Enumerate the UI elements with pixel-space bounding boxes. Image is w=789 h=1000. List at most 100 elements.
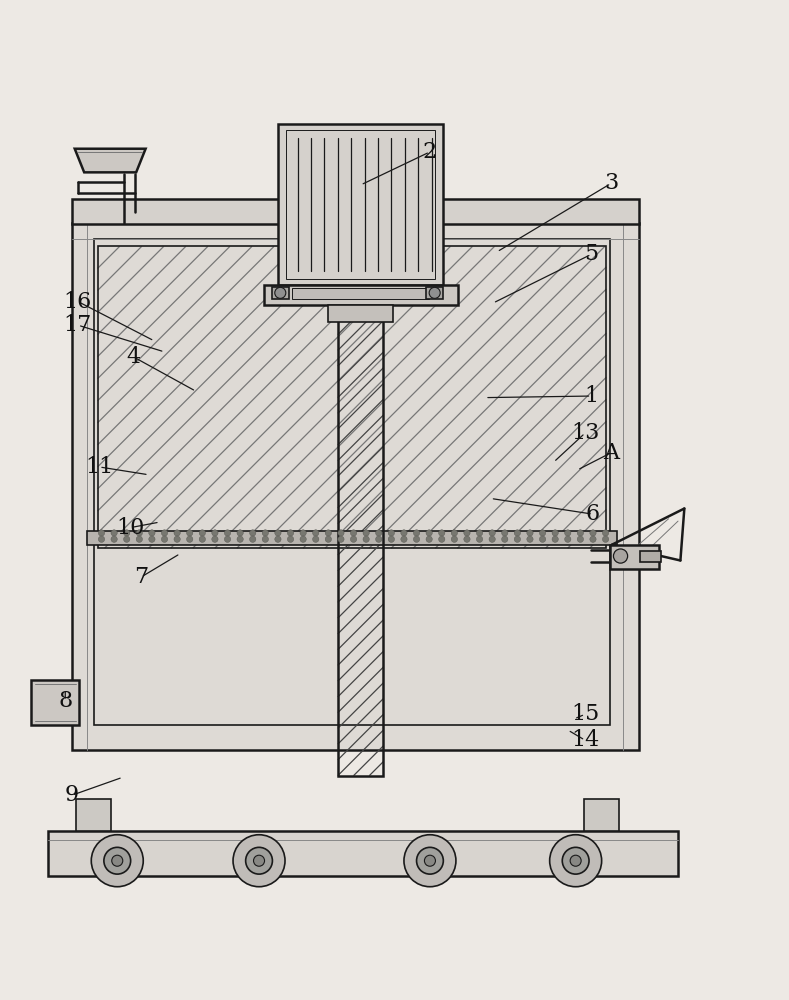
Bar [278,124,443,285]
Circle shape [338,530,344,536]
Bar [76,799,111,831]
Text: 5: 5 [585,243,599,265]
Circle shape [275,530,281,536]
Circle shape [550,835,602,887]
Circle shape [249,536,256,542]
Bar [98,246,607,548]
Circle shape [477,530,483,536]
Text: 3: 3 [604,172,619,194]
Text: 6: 6 [586,503,600,525]
Bar [88,531,617,545]
Circle shape [578,536,584,542]
Circle shape [312,536,319,542]
Circle shape [224,536,230,542]
Circle shape [136,536,143,542]
Circle shape [287,536,294,542]
Bar [271,287,289,299]
Circle shape [502,536,508,542]
Circle shape [603,536,609,542]
Bar [286,130,436,279]
Text: 10: 10 [117,517,145,539]
Text: 16: 16 [64,291,92,313]
Circle shape [502,530,508,536]
Text: 8: 8 [58,690,73,712]
Bar [31,680,80,725]
Text: 11: 11 [85,456,114,478]
Circle shape [262,536,268,542]
Circle shape [162,530,168,536]
Circle shape [439,536,445,542]
Circle shape [363,536,369,542]
Circle shape [426,530,432,536]
Circle shape [514,530,521,536]
Bar [48,831,678,876]
Circle shape [300,536,306,542]
Bar [611,545,659,569]
Bar [338,209,383,776]
Circle shape [186,530,193,536]
Text: A: A [603,442,619,464]
Circle shape [149,530,155,536]
Text: 14: 14 [571,729,599,751]
Text: 1: 1 [585,385,599,407]
Circle shape [237,530,243,536]
Circle shape [211,530,218,536]
Circle shape [312,530,319,536]
Circle shape [417,847,443,874]
Circle shape [527,536,533,542]
Bar [72,223,638,750]
Circle shape [563,847,589,874]
Circle shape [401,530,407,536]
Circle shape [527,530,533,536]
Circle shape [350,536,357,542]
Circle shape [174,530,180,536]
Circle shape [325,536,331,542]
Circle shape [489,536,495,542]
Circle shape [590,536,596,542]
Bar [328,305,393,322]
Circle shape [489,530,495,536]
Circle shape [404,835,456,887]
Circle shape [388,530,394,536]
Circle shape [424,855,436,866]
Circle shape [149,536,155,542]
Text: 15: 15 [571,703,599,725]
Circle shape [174,536,180,542]
Circle shape [376,536,382,542]
Circle shape [111,530,118,536]
Circle shape [275,536,281,542]
Circle shape [464,530,470,536]
Circle shape [603,530,609,536]
Circle shape [376,530,382,536]
Circle shape [413,530,420,536]
Circle shape [464,536,470,542]
Bar [72,199,638,224]
Bar [640,551,660,562]
Circle shape [565,530,571,536]
Circle shape [186,536,193,542]
Bar [94,239,611,725]
Circle shape [429,287,440,298]
Circle shape [112,855,123,866]
Circle shape [237,536,243,542]
Bar [264,285,458,305]
Circle shape [388,536,394,542]
Text: 2: 2 [423,141,437,163]
Circle shape [570,855,581,866]
Circle shape [590,530,596,536]
Circle shape [224,530,230,536]
Circle shape [162,536,168,542]
Circle shape [245,847,272,874]
Circle shape [426,536,432,542]
Circle shape [124,536,130,542]
Circle shape [199,530,205,536]
Circle shape [540,530,546,536]
Text: 9: 9 [65,784,79,806]
Text: 7: 7 [134,566,148,588]
Circle shape [614,549,627,563]
Circle shape [253,855,264,866]
Circle shape [578,530,584,536]
Circle shape [565,536,571,542]
Text: 4: 4 [126,346,140,368]
Circle shape [338,536,344,542]
